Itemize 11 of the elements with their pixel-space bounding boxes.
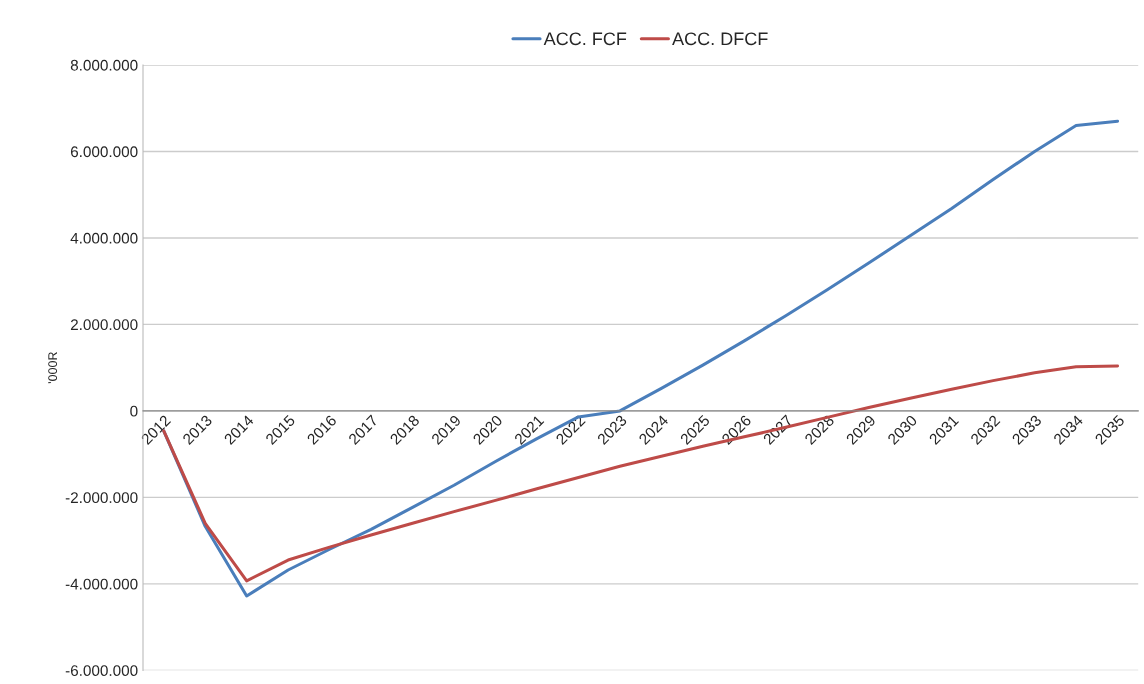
y-tick-label: 4.000.000 xyxy=(70,232,138,244)
y-tick-label: 0 xyxy=(130,405,138,417)
legend-label: ACC. DFCF xyxy=(672,32,768,46)
y-tick-label: -4.000.000 xyxy=(65,578,138,590)
y-tick-label: 8.000.000 xyxy=(70,59,138,71)
y-tick-label: 6.000.000 xyxy=(70,146,138,158)
legend-label: ACC. FCF xyxy=(543,32,627,46)
y-tick-label: 2.000.000 xyxy=(70,319,138,331)
y-axis-title: '000R xyxy=(48,352,58,384)
y-tick-label: -2.000.000 xyxy=(65,492,138,504)
y-tick-label: -6.000.000 xyxy=(65,665,138,677)
